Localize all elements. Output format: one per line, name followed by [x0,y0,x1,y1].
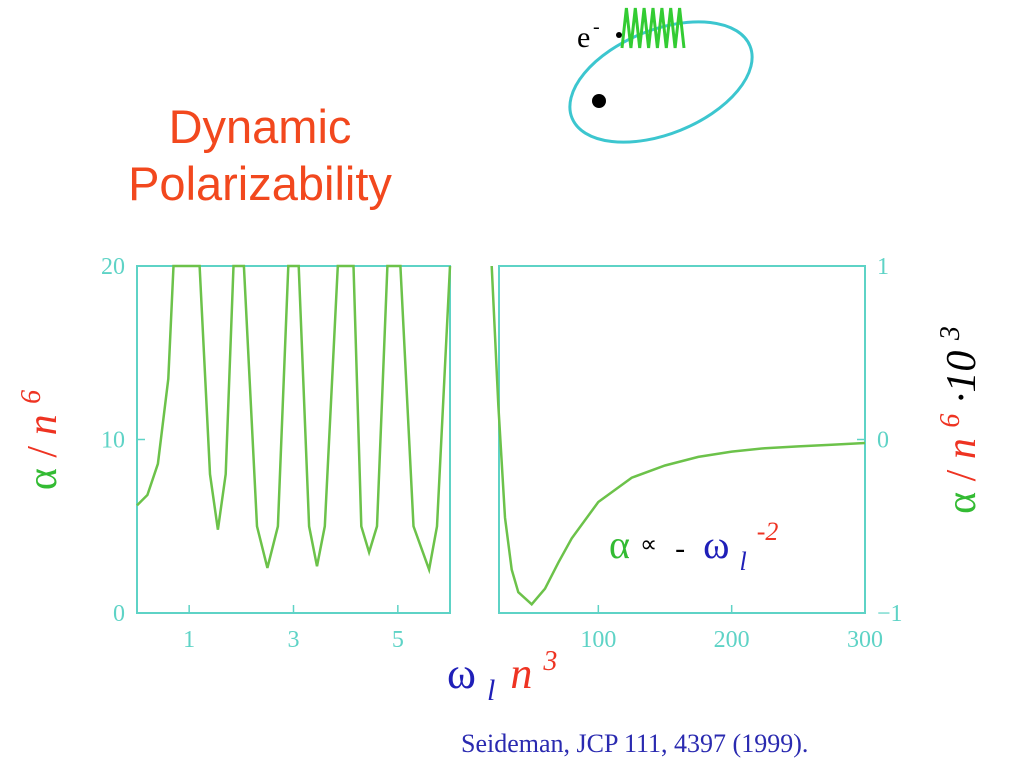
slide-title: Dynamic Polarizability [80,98,440,212]
x-tick-label: 3 [288,627,300,653]
right-ylabel-exp2: 3 [935,326,966,341]
left-ylabel-exp: 6 [16,390,47,404]
y-tick-label: 0 [113,601,125,627]
annotation-omega: ω [703,522,729,567]
annotation-exponent: -2 [757,517,779,546]
right-ylabel: α / n 6 ·10 3 [923,326,985,514]
x-tick-label: 100 [580,627,616,653]
xlabel-sub: l [487,674,495,707]
y-tick-label: 1 [877,254,889,280]
right-ylabel-n: n [939,438,985,459]
right-polarizability-curve [490,265,866,607]
svg-text:α / n 6: α / n 6 ·10 3 [923,326,985,514]
left-ticks: 1 3 5 0 10 20 [101,254,404,653]
electron-label: e [577,21,590,54]
electron-dot [616,32,622,38]
xlabel-exp: 3 [542,646,557,677]
y-tick-label: 20 [101,254,125,280]
left-panel: 1 3 5 0 10 20 [101,254,452,653]
citation: Seideman, JCP 111, 4397 (1999). [461,729,808,758]
right-ylabel-mult: ·10 [939,351,985,404]
left-ylabel: α / n 6 [16,390,66,490]
nucleus-dot [592,94,606,108]
annotation-minus: - [675,532,685,565]
xlabel-omega: ω [447,649,476,698]
right-ticks: 100 200 300−1 0 1 [580,254,902,653]
laser-field-spring [620,7,686,49]
svg-text:α / n 6: α / n 6 [16,390,66,490]
left-ylabel-slash: / [20,446,66,458]
orbit-illustration: e - [568,7,754,144]
annotation-proportional: ∝ [640,532,657,558]
right-ylabel-alpha: α [939,492,985,514]
x-tick-label: 200 [714,627,750,653]
annotation-alpha: α [609,522,630,567]
left-polarizability-curve [136,264,452,575]
y-tick-label: 0 [877,428,889,454]
xlabel: ω l n 3 [447,646,557,710]
title-line-1: Dynamic [168,100,352,153]
y-tick-label: −1 [877,601,903,627]
y-tick-label: 10 [101,428,125,454]
electron-charge: - [593,16,600,38]
x-tick-label: 1 [183,627,195,653]
title-line-2: Polarizability [128,157,392,210]
left-ylabel-alpha: α [20,468,66,490]
x-tick-label: 5 [392,627,404,653]
annotation-omega-sub: l [739,547,746,576]
right-panel: 100 200 300−1 0 1 [490,254,903,653]
right-ylabel-slash: / [939,469,985,481]
annotation-formula: α ∝ - ω l -2 [609,516,778,579]
left-ylabel-n: n [20,414,66,435]
right-ylabel-exp: 6 [935,414,966,428]
x-tick-label: 300 [847,627,883,653]
xlabel-n: n [510,649,532,698]
